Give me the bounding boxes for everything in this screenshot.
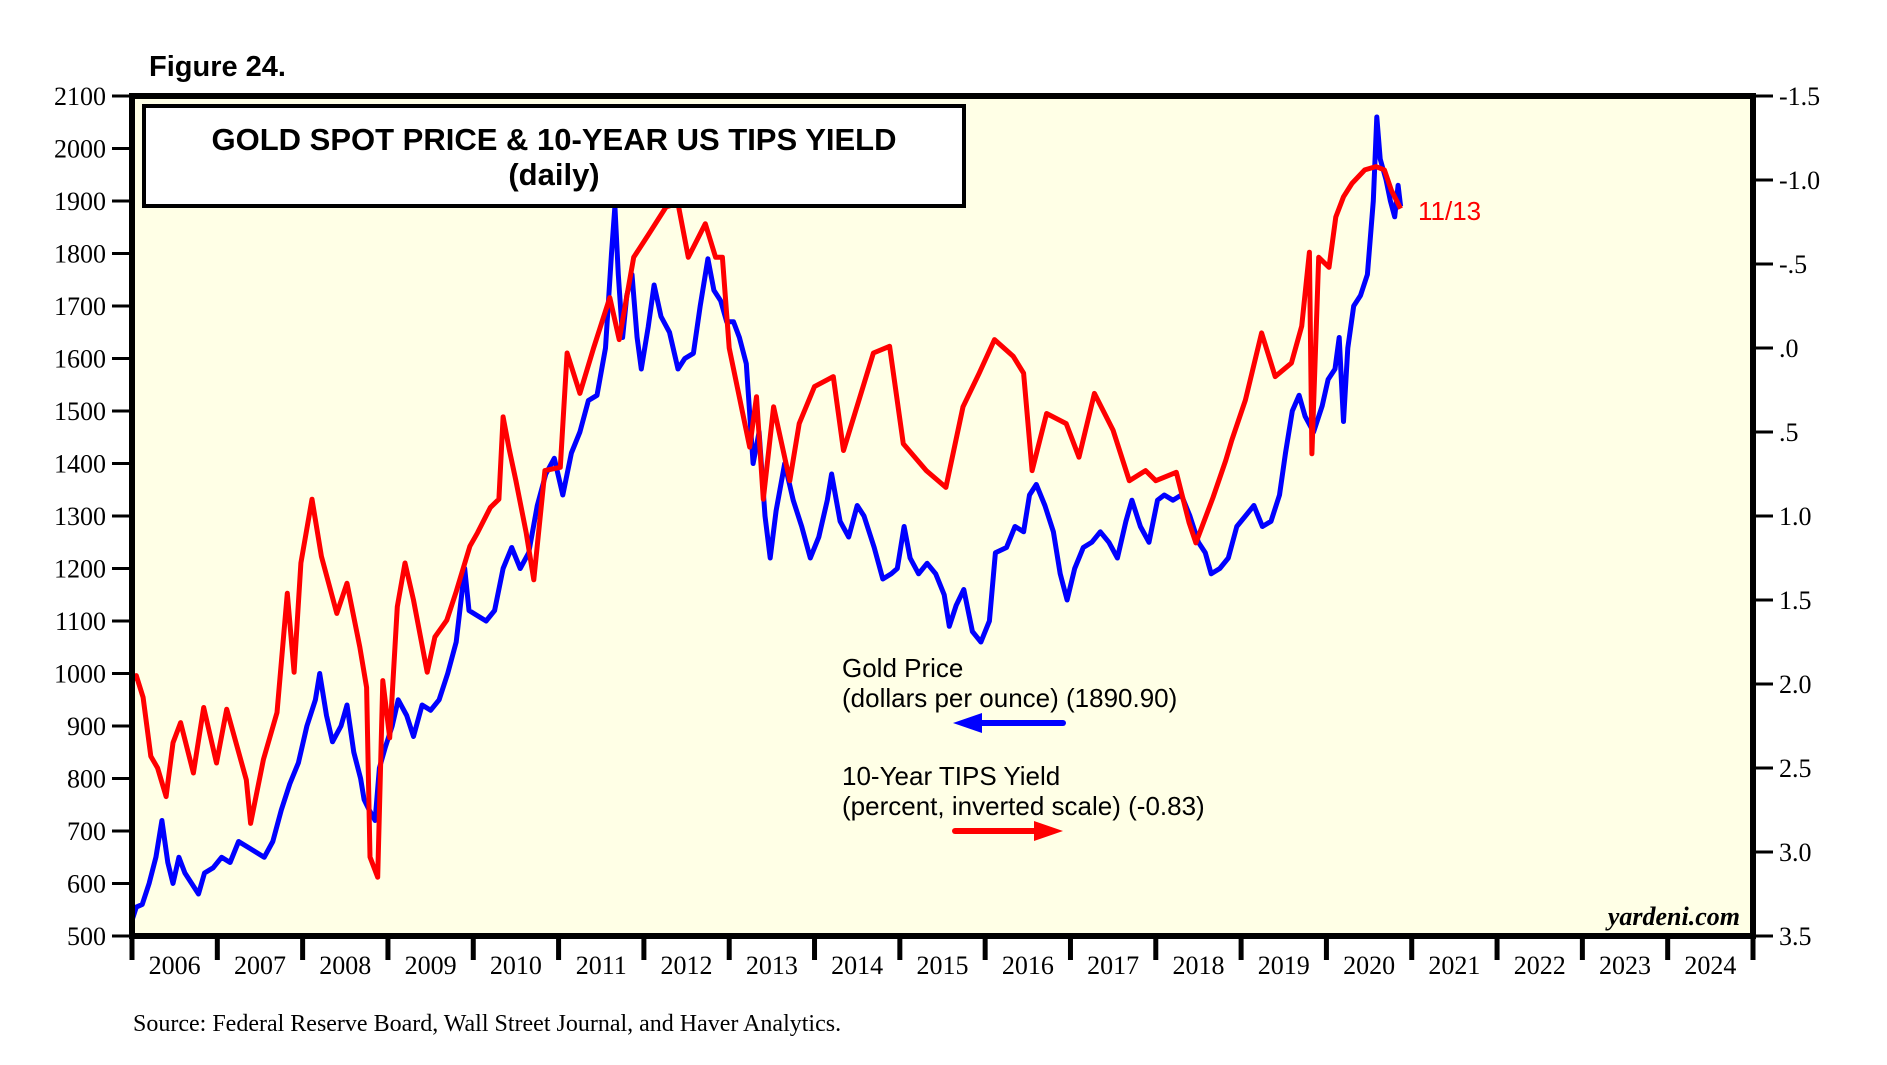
- x-tick-label: 2010: [490, 951, 542, 980]
- series-layer: [132, 114, 1404, 922]
- legend-gold-arrow-left-icon: [953, 713, 1066, 733]
- left-tick-label: 800: [67, 765, 106, 794]
- x-axis: 2006 2007 2008 2009 2010 2011 2012 2013 2014 2015…: [129, 936, 1756, 980]
- chart-title: GOLD SPOT PRICE & 10-YEAR US TIPS YIELD: [212, 122, 897, 157]
- left-tick-label: 1300: [54, 502, 106, 531]
- x-tick-label: 2020: [1343, 951, 1395, 980]
- legend-tips-name: 10-Year TIPS Yield: [842, 761, 1060, 791]
- right-tick-label: .0: [1779, 334, 1799, 363]
- x-tick-label: 2023: [1599, 951, 1651, 980]
- watermark: yardeni.com: [1605, 902, 1740, 931]
- legend-gold-detail: (dollars per ounce) (1890.90): [842, 683, 1177, 713]
- left-tick-label: 600: [67, 870, 106, 899]
- x-tick-label: 2017: [1087, 951, 1139, 980]
- right-tick-label: 1.5: [1779, 586, 1812, 615]
- left-tick-label: 500: [67, 922, 106, 951]
- right-tick-label: 3.5: [1779, 922, 1812, 951]
- source-note: Source: Federal Reserve Board, Wall Stre…: [133, 1011, 841, 1037]
- x-tick-label: 2022: [1514, 951, 1566, 980]
- legend: Gold Price (dollars per ounce) (1890.90)…: [842, 653, 1205, 841]
- left-tick-label: 1500: [54, 397, 106, 426]
- left-tick-label: 1600: [54, 345, 106, 374]
- x-tick-label: 2011: [576, 951, 627, 980]
- right-tick-label: -.5: [1779, 250, 1807, 279]
- right-tick-label: 2.0: [1779, 670, 1812, 699]
- right-tick-label: 2.5: [1779, 754, 1812, 783]
- left-tick-label: 1900: [54, 187, 106, 216]
- tips-yield-line: [132, 164, 1403, 880]
- x-tick-label: 2016: [1002, 951, 1054, 980]
- right-tick-label: -1.0: [1779, 166, 1820, 195]
- left-axis: 500 600 700 800 900 1000 1100 1200 1300 1400 1500 1…: [54, 82, 132, 951]
- plot-area: [132, 96, 1753, 936]
- right-tick-label: .5: [1779, 418, 1799, 447]
- x-tick-label: 2013: [746, 951, 798, 980]
- figure-label: Figure 24.: [149, 51, 286, 83]
- x-tick-label: 2019: [1258, 951, 1310, 980]
- x-tick-label: 2007: [234, 951, 286, 980]
- gold-price-line: [132, 114, 1404, 922]
- left-tick-label: 1000: [54, 660, 106, 689]
- right-tick-label: -1.5: [1779, 82, 1820, 111]
- legend-tips-arrow-right-icon: [952, 821, 1063, 841]
- left-tick-label: 700: [67, 817, 106, 846]
- left-tick-label: 1400: [54, 450, 106, 479]
- x-tick-label: 2014: [831, 951, 883, 980]
- left-tick-label: 1700: [54, 292, 106, 321]
- plot-frame: [129, 93, 1756, 939]
- x-tick-label: 2012: [661, 951, 713, 980]
- x-tick-label: 2015: [917, 951, 969, 980]
- chart-subtitle: (daily): [508, 157, 599, 192]
- left-tick-label: 1100: [55, 607, 106, 636]
- x-tick-label: 2021: [1428, 951, 1480, 980]
- legend-tips-detail: (percent, inverted scale) (-0.83): [842, 791, 1205, 821]
- right-tick-label: 3.0: [1779, 838, 1812, 867]
- x-tick-label: 2006: [149, 951, 201, 980]
- x-tick-label: 2024: [1684, 951, 1736, 980]
- right-axis: -1.5 -1.0 -.5 .0 .5 1.0 1.5 2.0 2.5 3.0 3.5: [1753, 82, 1820, 951]
- title-box: GOLD SPOT PRICE & 10-YEAR US TIPS YIELD …: [142, 104, 966, 208]
- x-tick-label: 2018: [1172, 951, 1224, 980]
- left-tick-label: 1800: [54, 240, 106, 269]
- legend-gold-name: Gold Price: [842, 653, 963, 683]
- right-tick-label: 1.0: [1779, 502, 1812, 531]
- x-tick-label: 2009: [405, 951, 457, 980]
- left-tick-label: 2100: [54, 82, 106, 111]
- left-tick-label: 900: [67, 712, 106, 741]
- left-tick-label: 1200: [54, 555, 106, 584]
- x-tick-label: 2008: [319, 951, 371, 980]
- last-date-annotation: 11/13: [1418, 196, 1481, 226]
- left-tick-label: 2000: [54, 135, 106, 164]
